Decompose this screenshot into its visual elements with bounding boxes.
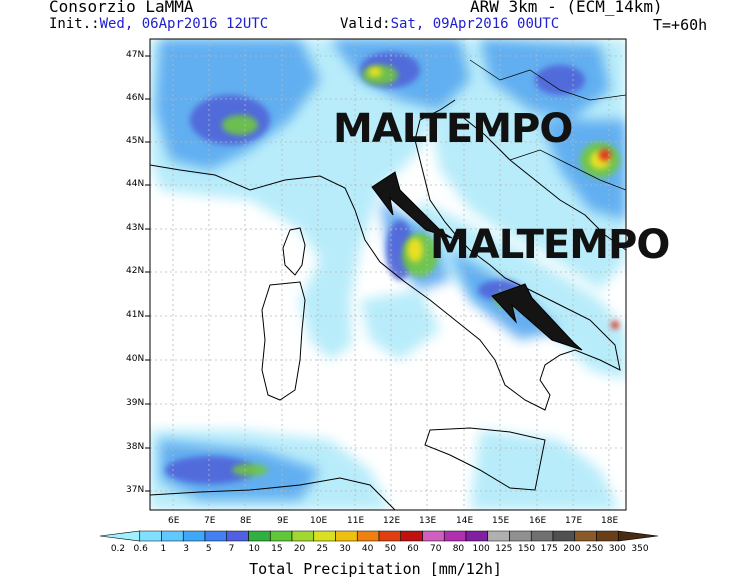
colorbar-swatch: [248, 530, 271, 542]
lon-label: 9E: [277, 516, 289, 526]
colorbar-swatch: [465, 530, 489, 542]
grid-lines: [150, 39, 626, 510]
colorbar-swatch: [204, 530, 228, 542]
colorbar-swatch: [617, 530, 659, 542]
colorbar-swatch: [291, 530, 315, 542]
colorbar-tick-label: 100: [472, 544, 490, 554]
colorbar-title: Total Precipitation [mm/12h]: [249, 560, 502, 578]
colorbar-tick-label: 5: [205, 544, 212, 554]
lon-label: 8E: [240, 516, 252, 526]
colorbar-tick-label: 350: [631, 544, 649, 554]
init-value: Wed, 06Apr2016 12UTC: [99, 16, 269, 32]
lightning-bolt-icon: [371, 171, 583, 351]
org-title: Consorzio LaMMA: [49, 0, 194, 16]
map-frame: [149, 38, 627, 511]
lat-label: 47N: [126, 50, 145, 60]
lat-label: 46N: [126, 93, 145, 103]
colorbar-tick-label: 7: [228, 544, 235, 554]
colorbar-tick-label: 250: [586, 544, 604, 554]
colorbar-tick-label: 175: [540, 544, 558, 554]
lat-label: 45N: [126, 136, 145, 146]
colorbar-swatch: [269, 530, 293, 542]
lat-label: 43N: [126, 223, 145, 233]
colorbar-swatch: [596, 530, 619, 542]
colorbar-swatch: [356, 530, 380, 542]
lat-label: 39N: [126, 398, 145, 408]
colorbar-swatch: [378, 530, 402, 542]
colorbar-tick-label: 20: [293, 544, 306, 554]
colorbar-swatch: [182, 530, 206, 542]
colorbar-tick-label: 3: [183, 544, 189, 554]
forecast-step: T=+60h: [653, 16, 708, 34]
lon-label: 11E: [347, 516, 365, 526]
lat-label: 41N: [126, 310, 145, 320]
lat-label: 42N: [126, 266, 145, 276]
maltempo-label-north: MALTEMPO: [333, 106, 573, 152]
lat-label: 40N: [126, 354, 145, 364]
coastlines: [150, 59, 626, 510]
colorbar-tick-label: 80: [452, 544, 465, 554]
model-title: ARW 3km - (ECM_14km): [470, 0, 663, 16]
lat-label: 44N: [126, 179, 145, 189]
colorbar-swatch: [335, 530, 358, 542]
colorbar-tick-label: 30: [339, 544, 351, 554]
colorbar-swatch: [161, 530, 184, 542]
lon-label: 16E: [529, 516, 547, 526]
colorbar-tick-label: 40: [361, 544, 374, 554]
colorbar-tick-label: 125: [495, 544, 513, 554]
colorbar-tick-label: 300: [608, 544, 626, 554]
lon-label: 17E: [565, 516, 583, 526]
colorbar-tick-label: 0.6: [133, 544, 148, 554]
colorbar-swatch: [574, 530, 597, 542]
maltempo-label-south: MALTEMPO: [430, 222, 670, 268]
lat-label: 37N: [126, 485, 145, 495]
colorbar-swatch: [487, 530, 510, 542]
colorbar-tick-label: 10: [248, 544, 260, 554]
valid-label: Valid:: [340, 16, 391, 32]
colorbar-swatch: [400, 530, 423, 542]
axis-ticks: [145, 55, 150, 492]
colorbar-tick-label: 25: [316, 544, 328, 554]
colorbar-swatch: [509, 530, 532, 542]
colorbar-tick-label: 0.2: [110, 544, 126, 554]
colorbar-tick-label: 50: [384, 544, 397, 554]
lat-label: 38N: [126, 442, 145, 452]
colorbar-swatch: [99, 530, 141, 542]
colorbar-swatch: [139, 530, 162, 542]
lon-label: 6E: [168, 516, 180, 526]
lon-label: 7E: [204, 516, 216, 526]
lon-label: 15E: [492, 516, 510, 526]
colorbar-tick-label: 70: [430, 544, 442, 554]
colorbar-swatch: [530, 530, 554, 542]
colorbar-tick-label: 1: [160, 544, 167, 554]
colorbar-tick-label: 15: [271, 544, 283, 554]
valid-line: Valid:Sat, 09Apr2016 00UTC: [340, 16, 559, 32]
lon-label: 10E: [310, 516, 328, 526]
colorbar-tick-label: 150: [517, 544, 536, 554]
colorbar-swatch: [443, 530, 467, 542]
lon-label: 14E: [456, 516, 474, 526]
colorbar: [99, 530, 659, 542]
lon-label: 18E: [601, 516, 619, 526]
lon-label: 12E: [383, 516, 401, 526]
init-label: Init.:: [49, 16, 100, 32]
colorbar-swatch: [552, 530, 576, 542]
valid-value: Sat, 09Apr2016 00UTC: [390, 16, 560, 32]
init-line: Init.:Wed, 06Apr2016 12UTC: [49, 16, 268, 32]
colorbar-swatch: [226, 530, 249, 542]
colorbar-swatch: [313, 530, 336, 542]
lon-label: 13E: [419, 516, 437, 526]
colorbar-swatch: [422, 530, 445, 542]
colorbar-tick-label: 60: [407, 544, 419, 554]
colorbar-tick-label: 200: [563, 544, 581, 554]
